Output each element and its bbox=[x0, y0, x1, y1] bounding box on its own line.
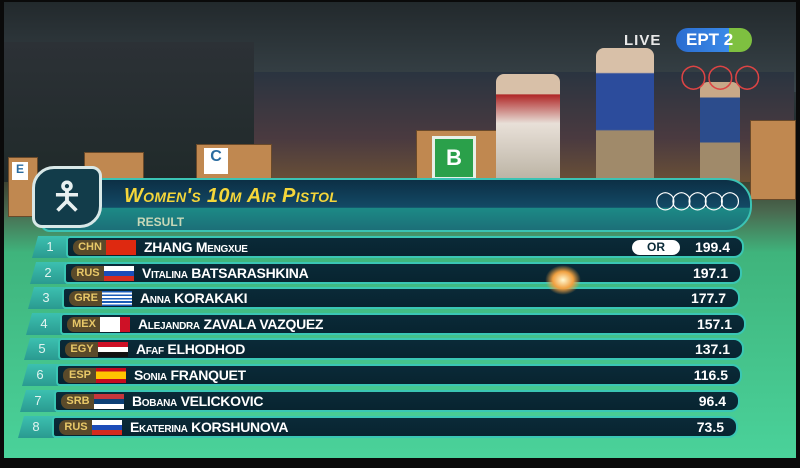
athlete bbox=[496, 74, 560, 184]
result-row: 3 GRE Anna KORAKAKI 177.7 bbox=[28, 287, 740, 309]
official bbox=[700, 82, 740, 182]
name-part-2: BATSARASHKINA bbox=[191, 265, 309, 281]
name-part-2: ZAVALA VAZQUEZ bbox=[203, 316, 324, 332]
result-bar: SRB Bobana VELICKOVIC 96.4 bbox=[54, 390, 740, 412]
rank: 7 bbox=[20, 390, 56, 412]
olympic-rings-icon: ◯◯◯ bbox=[680, 63, 761, 90]
score: 73.5 bbox=[696, 419, 724, 435]
record-badge: OR bbox=[632, 240, 680, 255]
name-part-2: VELICKOVIC bbox=[180, 393, 264, 409]
athlete-name: Anna KORAKAKI bbox=[140, 290, 248, 306]
rank: 8 bbox=[18, 416, 54, 438]
noc-code: GRE bbox=[69, 291, 103, 306]
result-bar: RUS Ekaterina KORSHUNOVA 73.5 bbox=[52, 416, 738, 438]
name-part-1: Sonia bbox=[134, 367, 167, 383]
name-part-1: Ekaterina bbox=[130, 419, 188, 435]
name-part-2: FRANQUET bbox=[170, 367, 246, 383]
name-part-2: ELHODHOD bbox=[167, 341, 246, 357]
result-row: 7 SRB Bobana VELICKOVIC 96.4 bbox=[20, 390, 740, 412]
result-bar: RUS Vitalina BATSARASHKINA 197.1 bbox=[64, 262, 742, 284]
name-part-1: Anna bbox=[140, 290, 171, 306]
score: 137.1 bbox=[694, 341, 730, 357]
result-row: 4 MEX Alejandra ZAVALA VAZQUEZ 157.1 bbox=[26, 313, 746, 335]
score: 157.1 bbox=[696, 316, 732, 332]
athlete-name: Bobana VELICKOVIC bbox=[132, 393, 263, 409]
olympic-rings-icon: ◯◯◯◯◯ bbox=[655, 190, 740, 210]
result-bar: EGY Afaf ELHODHOD 137.1 bbox=[58, 338, 744, 360]
noc-code: MEX bbox=[67, 317, 101, 332]
flag-icon-rus bbox=[92, 420, 122, 435]
name-part-1: Bobana bbox=[132, 393, 177, 409]
results-header: Women's 10m Air Pistol RESULT ◯◯◯◯◯ bbox=[40, 178, 752, 232]
score: 96.4 bbox=[698, 393, 726, 409]
athlete-name: Vitalina BATSARASHKINA bbox=[142, 265, 309, 281]
flag-icon-srb bbox=[94, 394, 124, 409]
result-row: 6 ESP Sonia FRANQUET 116.5 bbox=[22, 364, 742, 386]
result-bar: GRE Anna KORAKAKI 177.7 bbox=[62, 287, 740, 309]
noc-code: EGY bbox=[65, 342, 99, 357]
score: 177.7 bbox=[690, 290, 726, 306]
noc-code: RUS bbox=[71, 266, 105, 281]
lane-sign: B bbox=[432, 136, 476, 180]
rank: 6 bbox=[22, 364, 58, 386]
athlete-name: Afaf ELHODHOD bbox=[136, 341, 245, 357]
noc-code: SRB bbox=[61, 394, 95, 409]
result-row: 8 RUS Ekaterina KORSHUNOVA 73.5 bbox=[18, 416, 738, 438]
name-part-1: ZHANG bbox=[144, 239, 193, 255]
noc-code: CHN bbox=[73, 240, 107, 255]
result-bar: CHN ZHANG Mengxue OR 199.4 bbox=[66, 236, 744, 258]
athlete-name: Alejandra ZAVALA VAZQUEZ bbox=[138, 316, 323, 332]
flag-icon-chn bbox=[106, 240, 136, 255]
name-part-2: Mengxue bbox=[195, 239, 248, 255]
flag-icon-gre bbox=[102, 291, 132, 306]
name-part-1: Afaf bbox=[136, 341, 164, 357]
name-part-1: Vitalina bbox=[142, 265, 188, 281]
score: 197.1 bbox=[692, 265, 728, 281]
channel-logo: ΕΡΤ 2 bbox=[676, 28, 752, 52]
name-part-1: Alejandra bbox=[138, 316, 200, 332]
result-row: 1 CHN ZHANG Mengxue OR 199.4 bbox=[32, 236, 744, 258]
lane-sign: E bbox=[12, 162, 28, 180]
rank: 4 bbox=[26, 313, 62, 335]
flag-icon-rus bbox=[104, 266, 134, 281]
live-indicator: LIVE bbox=[624, 32, 662, 49]
flag-icon-egy bbox=[98, 342, 128, 357]
result-bar: ESP Sonia FRANQUET 116.5 bbox=[56, 364, 742, 386]
score: 199.4 bbox=[694, 239, 730, 255]
name-part-2: KORAKAKI bbox=[174, 290, 248, 306]
rank: 1 bbox=[32, 236, 68, 258]
shooting-pictogram-icon: 🯅 bbox=[32, 166, 102, 228]
event-title: Women's 10m Air Pistol bbox=[124, 185, 339, 207]
shooting-booth bbox=[750, 120, 796, 200]
noc-code: RUS bbox=[59, 420, 93, 435]
name-part-2: KORSHUNOVA bbox=[191, 419, 289, 435]
result-row: 5 EGY Afaf ELHODHOD 137.1 bbox=[24, 338, 744, 360]
rank: 5 bbox=[24, 338, 60, 360]
official bbox=[596, 48, 654, 184]
rank: 3 bbox=[28, 287, 64, 309]
flag-icon-mex bbox=[100, 317, 130, 332]
score: 116.5 bbox=[693, 367, 728, 383]
athlete-name: Ekaterina KORSHUNOVA bbox=[130, 419, 289, 435]
result-bar: MEX Alejandra ZAVALA VAZQUEZ 157.1 bbox=[60, 313, 746, 335]
noc-code: ESP bbox=[63, 368, 97, 383]
flag-icon-esp bbox=[96, 368, 126, 383]
rank: 2 bbox=[30, 262, 66, 284]
light-glare bbox=[545, 265, 581, 295]
athlete-name: Sonia FRANQUET bbox=[134, 367, 246, 383]
result-row: 2 RUS Vitalina BATSARASHKINA 197.1 bbox=[30, 262, 742, 284]
athlete-name: ZHANG Mengxue bbox=[144, 239, 248, 255]
event-subtitle: RESULT bbox=[137, 215, 185, 229]
lane-sign: C bbox=[204, 148, 228, 174]
